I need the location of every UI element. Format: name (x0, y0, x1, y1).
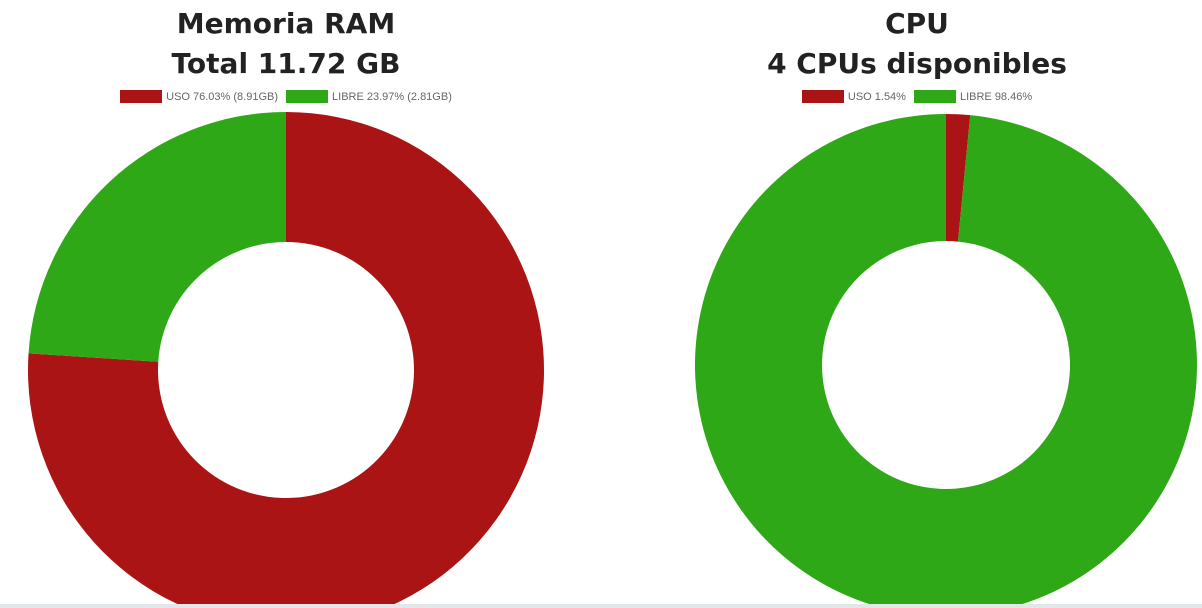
ram-title-line-1: Memoria RAM (176, 7, 396, 40)
ram-legend-label-uso: USO 76.03% (8.91GB) (166, 90, 279, 103)
ram-chart-panel: Memoria RAM Total 11.72 GB USO 76.03% (8… (0, 0, 572, 608)
cpu-donut-chart (695, 114, 1197, 608)
cpu-slice-libre[interactable] (695, 114, 1197, 608)
cpu-legend-swatch-uso (801, 90, 844, 103)
ram-legend: USO 76.03% (8.91GB) LIBRE 23.97% (2.81GB… (0, 90, 572, 103)
cpu-slice-uso[interactable] (946, 114, 971, 242)
ram-donut-chart (28, 112, 544, 608)
cpu-legend-label-libre: LIBRE 98.46% (959, 90, 1033, 103)
cpu-title-line-1: CPU (885, 7, 949, 40)
ram-chart-title: Memoria RAM Total 11.72 GB (0, 4, 572, 84)
ram-slice-libre[interactable] (28, 112, 286, 362)
ram-legend-swatch-libre (286, 90, 329, 103)
cpu-chart-title: CPU 4 CPUs disponibles (632, 4, 1202, 84)
ram-legend-label-libre: LIBRE 23.97% (2.81GB) (332, 90, 452, 103)
cpu-legend-item-libre[interactable]: LIBRE 98.46% (913, 90, 1033, 103)
page-bottom-border (0, 604, 1202, 608)
cpu-title-line-2: 4 CPUs disponibles (767, 47, 1067, 80)
ram-slice-uso[interactable] (28, 112, 544, 608)
ram-title-line-2: Total 11.72 GB (171, 47, 401, 80)
cpu-chart-panel: CPU 4 CPUs disponibles USO 1.54% LIBRE 9… (632, 0, 1202, 608)
cpu-legend-label-uso: USO 1.54% (847, 90, 906, 103)
cpu-legend-swatch-libre (913, 90, 956, 103)
cpu-legend-item-uso[interactable]: USO 1.54% (801, 90, 906, 103)
ram-legend-swatch-uso (120, 90, 163, 103)
cpu-legend: USO 1.54% LIBRE 98.46% (632, 90, 1202, 103)
ram-legend-item-libre[interactable]: LIBRE 23.97% (2.81GB) (286, 90, 452, 103)
ram-legend-item-uso[interactable]: USO 76.03% (8.91GB) (120, 90, 278, 103)
